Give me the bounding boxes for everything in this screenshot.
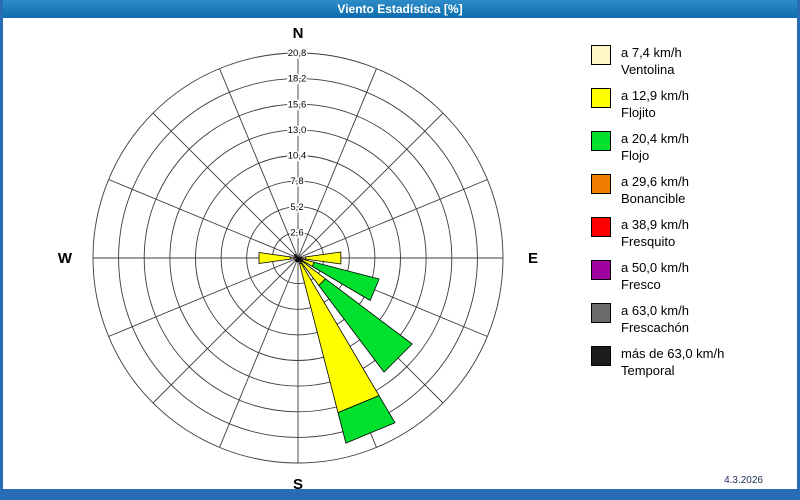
legend-text: a 29,6 km/h Bonancible — [621, 173, 689, 207]
legend-speed-label: a 50,0 km/h — [621, 260, 689, 275]
petal-W-Flojito — [258, 252, 291, 264]
legend-swatch — [591, 260, 611, 280]
petal-E-Flojito — [305, 251, 342, 265]
petal-SE-Flojo — [318, 278, 413, 373]
legend-text: más de 63,0 km/h Temporal — [621, 345, 724, 379]
legend-swatch — [591, 346, 611, 366]
legend-text: a 7,4 km/h Ventolina — [621, 44, 682, 78]
legend-speed-label: a 63,0 km/h — [621, 303, 689, 318]
legend-name-label: Flojito — [621, 105, 656, 120]
legend-speed-label: más de 63,0 km/h — [621, 346, 725, 361]
legend-speed-label: a 38,9 km/h — [621, 217, 689, 232]
grid-spoke — [297, 68, 377, 259]
legend-item: a 12,9 km/h Flojito — [591, 87, 724, 121]
petal-SSE-Flojo — [337, 395, 396, 444]
legend-speed-label: a 20,4 km/h — [621, 131, 689, 146]
grid-spoke — [297, 112, 444, 259]
legend-text: a 20,4 km/h Flojo — [621, 130, 689, 164]
petal-ESE-Flojo — [312, 261, 380, 301]
legend-name-label: Ventolina — [621, 62, 675, 77]
legend-item: más de 63,0 km/h Temporal — [591, 345, 724, 379]
legend-speed-label: a 7,4 km/h — [621, 45, 682, 60]
grid-spoke — [219, 257, 299, 448]
petal-SW-Ventolina — [294, 257, 299, 262]
legend-text: a 38,9 km/h Fresquito — [621, 216, 689, 250]
radial-axis-label: 10,4 — [288, 151, 307, 162]
legend-name-label: Bonancible — [621, 191, 686, 206]
radial-axis-label: 13,0 — [288, 125, 307, 136]
legend-speed-label: a 29,6 km/h — [621, 174, 689, 189]
legend-swatch — [591, 303, 611, 323]
legend-swatch — [591, 88, 611, 108]
legend-item: a 29,6 km/h Bonancible — [591, 173, 724, 207]
radial-axis-label: 20,8 — [288, 48, 307, 59]
grid-spoke — [152, 257, 299, 404]
window-titlebar: Viento Estadística [%] — [3, 0, 797, 18]
legend-name-label: Fresquito — [621, 234, 676, 249]
legend-swatch — [591, 131, 611, 151]
grid-spoke — [152, 112, 299, 259]
compass-north-label: N — [293, 25, 304, 42]
legend-text: a 63,0 km/h Frescachón — [621, 302, 689, 336]
radial-axis-label: 2,6 — [290, 227, 303, 238]
legend-item: a 38,9 km/h Fresquito — [591, 216, 724, 250]
window-bottom-bar — [3, 489, 797, 500]
window-title: Viento Estadística [%] — [337, 2, 463, 16]
radial-axis-label: 5,2 — [290, 202, 303, 213]
compass-west-label: W — [58, 250, 73, 267]
legend-name-label: Frescachón — [621, 320, 689, 335]
date-label: 4.3.2026 — [724, 475, 763, 486]
legend-name-label: Fresco — [621, 277, 661, 292]
legend-speed-label: a 12,9 km/h — [621, 88, 689, 103]
legend-item: a 50,0 km/h Fresco — [591, 259, 724, 293]
grid-spoke — [108, 179, 299, 259]
radial-axis-label: 18,2 — [288, 74, 307, 85]
compass-east-label: E — [528, 250, 538, 267]
grid-spoke — [219, 68, 299, 259]
compass-south-label: S — [293, 476, 303, 493]
wind-speed-legend: a 7,4 km/h Ventolina a 12,9 km/h Flojito a 2… — [591, 44, 724, 388]
legend-swatch — [591, 217, 611, 237]
legend-swatch — [591, 174, 611, 194]
legend-swatch — [591, 45, 611, 65]
legend-text: a 50,0 km/h Fresco — [621, 259, 689, 293]
grid-spoke — [108, 257, 299, 337]
legend-item: a 63,0 km/h Frescachón — [591, 302, 724, 336]
legend-item: a 20,4 km/h Flojo — [591, 130, 724, 164]
windrose-chart: N S W E 2,6 5,2 7,8 10,4 13,0 15,6 18,2 20,8 — [58, 25, 538, 493]
radial-axis-label: 15,6 — [288, 99, 307, 110]
legend-item: a 7,4 km/h Ventolina — [591, 44, 724, 78]
petal-NW-Ventolina — [293, 253, 299, 259]
grid-spoke — [297, 179, 488, 259]
legend-name-label: Temporal — [621, 363, 675, 378]
legend-name-label: Flojo — [621, 148, 650, 163]
radial-axis-label: 7,8 — [290, 176, 303, 187]
legend-text: a 12,9 km/h Flojito — [621, 87, 689, 121]
